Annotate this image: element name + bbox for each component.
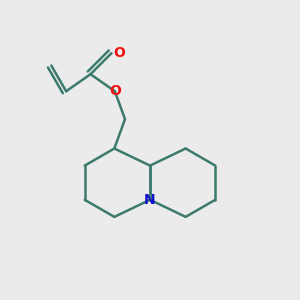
Text: O: O (109, 84, 121, 98)
Text: N: N (144, 193, 156, 207)
Text: O: O (113, 46, 125, 60)
